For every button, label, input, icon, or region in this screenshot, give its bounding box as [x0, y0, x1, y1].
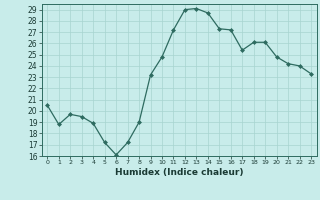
X-axis label: Humidex (Indice chaleur): Humidex (Indice chaleur) — [115, 168, 244, 177]
